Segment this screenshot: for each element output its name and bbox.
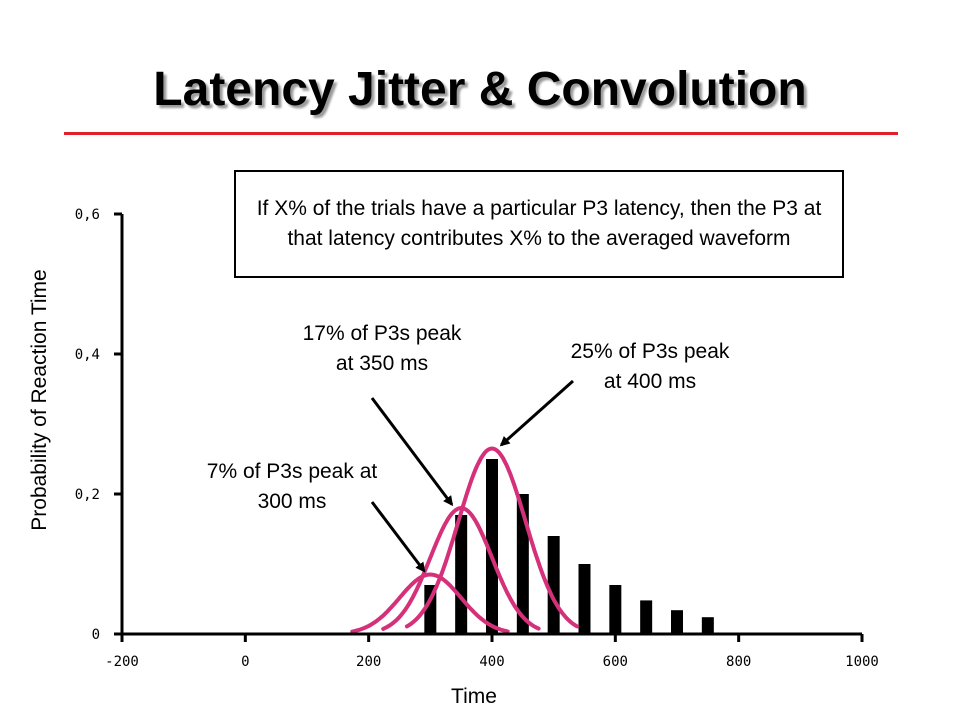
x-tick-label: 400: [479, 654, 504, 670]
x-tick-label: 200: [356, 654, 381, 670]
slide-title: Latency Jitter & Convolution: [153, 63, 807, 116]
bar-7: [640, 600, 653, 634]
p3-curve-0: [350, 572, 510, 634]
annotation-text: 25% of P3s peak: [571, 340, 730, 363]
axes: 0 0,2 0,4 0,6 -200 0 200 400 600 800 1000 Time Proba…: [28, 207, 879, 708]
p3-curve-2: [404, 446, 580, 629]
annotation-text: at 400 ms: [604, 370, 696, 393]
annotation-arrow: [370, 501, 426, 573]
x-tick-label: 600: [603, 654, 628, 670]
title-divider: [64, 132, 898, 135]
x-tick-label: 1000: [845, 654, 879, 670]
annotation-2: 25% of P3s peak at 400 ms: [499, 340, 730, 447]
annotations: 7% of P3s peak at 300 ms 17% of P3s peak at…: [207, 322, 730, 573]
annotation-text: 7% of P3s peak at: [207, 460, 378, 483]
y-tick-label: 0,2: [75, 487, 100, 503]
y-tick-label: 0,4: [75, 347, 100, 363]
explanation-box: If X% of the trials have a particular P3…: [234, 170, 844, 278]
x-tick-label: -200: [105, 654, 139, 670]
bar-6: [609, 585, 622, 634]
annotation-text: 17% of P3s peak: [303, 322, 462, 345]
annotation-0: 7% of P3s peak at 300 ms: [207, 460, 426, 573]
annotation-arrow: [370, 397, 454, 507]
p3-curves: [350, 446, 580, 634]
annotation-text: 300 ms: [258, 490, 327, 513]
annotation-arrow: [499, 379, 574, 447]
bar-9: [701, 617, 714, 634]
explanation-text: If X% of the trials have a particular P3…: [256, 197, 822, 250]
y-tick-label: 0: [92, 627, 100, 643]
bars: [424, 459, 714, 634]
annotation-1: 17% of P3s peak at 350 ms: [303, 322, 462, 507]
bar-4: [547, 536, 560, 634]
x-tick-label: 800: [726, 654, 751, 670]
y-axis-title: Probability of Reaction Time: [28, 269, 51, 530]
x-tick-label: 0: [241, 654, 249, 670]
x-axis-title: Time: [451, 685, 497, 708]
y-tick-label: 0,6: [75, 207, 100, 223]
bar-5: [578, 564, 591, 634]
annotation-text: at 350 ms: [336, 352, 428, 375]
bar-2: [486, 459, 498, 634]
bar-8: [671, 610, 683, 634]
